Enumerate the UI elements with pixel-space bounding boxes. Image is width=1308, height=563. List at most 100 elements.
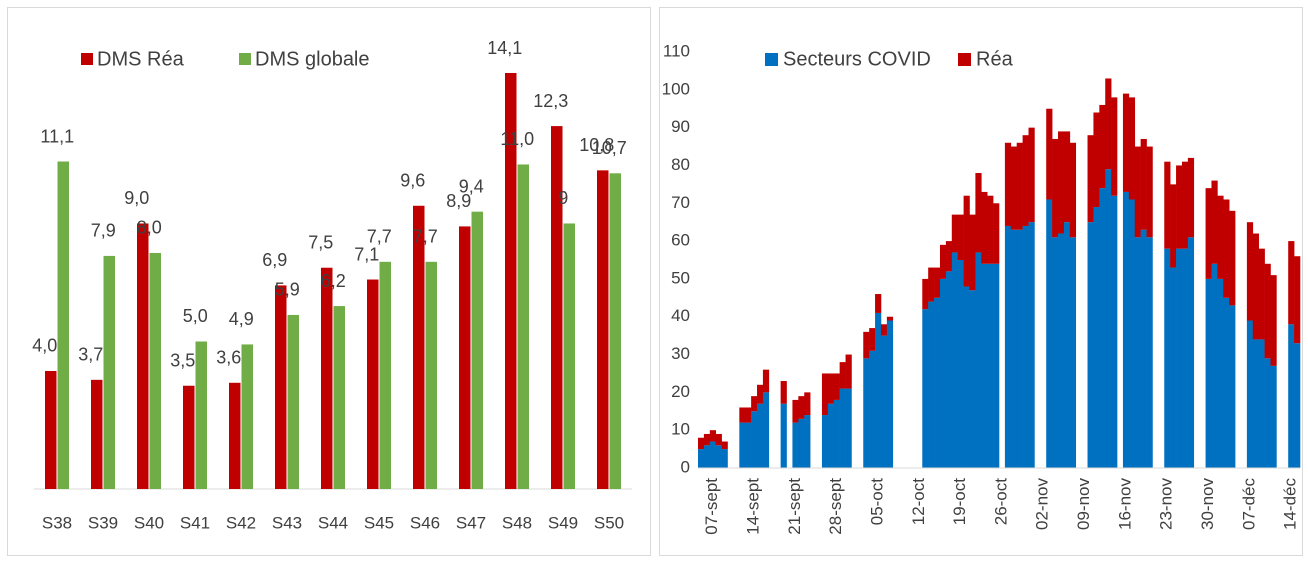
bar-segment — [1122, 93, 1130, 192]
x-tick-label: 09-nov — [1074, 478, 1093, 530]
bar-segment — [1004, 225, 1012, 468]
x-tick-label: 14-sept — [744, 478, 763, 535]
bar-segment — [1294, 343, 1301, 468]
bar-segment — [875, 294, 882, 313]
bar — [517, 164, 529, 489]
bar-segment — [922, 309, 929, 468]
bar-segment — [1164, 161, 1171, 249]
data-label: 7,9 — [91, 221, 116, 241]
data-label: 7,5 — [308, 232, 333, 252]
bar-segment — [1093, 112, 1100, 208]
bar-segment — [975, 173, 982, 253]
bar-segment — [1217, 278, 1224, 468]
bar — [287, 314, 299, 489]
bar-segment — [1205, 188, 1212, 279]
bar-segment — [880, 335, 888, 468]
bar-segment — [1052, 138, 1059, 238]
bar-segment — [739, 422, 746, 468]
bar-segment — [863, 331, 870, 359]
bar-segment — [745, 422, 752, 468]
data-label: 7,1 — [354, 244, 379, 264]
bar-segment — [969, 214, 976, 291]
bar-segment — [715, 445, 722, 468]
bar-segment — [963, 195, 970, 287]
bar-segment — [709, 441, 717, 468]
bar-segment — [1105, 78, 1112, 170]
bar-segment — [1058, 131, 1065, 234]
bar-segment — [1004, 142, 1012, 226]
bar-segment — [1211, 180, 1218, 264]
y-tick-label: 10 — [671, 420, 690, 439]
bar-segment — [1134, 237, 1141, 468]
bar-segment — [1016, 229, 1023, 468]
bar-segment — [939, 244, 947, 279]
legend-label: DMS Réa — [97, 48, 185, 70]
bar-segment — [951, 252, 958, 468]
bar-segment — [928, 267, 935, 302]
bar-segment — [845, 388, 852, 468]
x-tick-label: 16-nov — [1115, 478, 1134, 530]
bar-segment — [1111, 97, 1118, 196]
bar-segment — [993, 203, 1000, 264]
bar — [103, 255, 115, 489]
x-tick-label: 05-oct — [867, 478, 886, 526]
bar-segment — [1046, 108, 1053, 200]
x-tick-label: 23-nov — [1157, 478, 1176, 530]
bar-segment — [1016, 142, 1023, 230]
bar-segment — [1181, 161, 1189, 249]
bar-segment — [1264, 358, 1271, 468]
bar-segment — [869, 350, 876, 468]
bar-segment — [981, 263, 988, 468]
bar-segment — [1063, 222, 1071, 468]
bar-segment — [1223, 199, 1230, 298]
bar-segment — [745, 407, 752, 423]
x-tick-label: 02-nov — [1033, 478, 1052, 530]
bar-segment — [928, 301, 935, 468]
bar-segment — [987, 263, 994, 468]
data-label: 5,9 — [275, 280, 300, 300]
bar-segment — [839, 388, 846, 468]
bar-segment — [963, 286, 970, 468]
bar-segment — [1252, 233, 1259, 340]
data-label: 3,6 — [216, 348, 241, 368]
y-tick-label: 0 — [681, 457, 690, 476]
bar-segment — [1229, 305, 1236, 468]
bar-segment — [934, 267, 941, 298]
bar-segment — [1205, 278, 1212, 468]
bar-segment — [1028, 222, 1035, 468]
bar — [275, 285, 287, 489]
bar — [551, 126, 563, 489]
data-label: 12,3 — [533, 91, 568, 111]
y-tick-label: 80 — [671, 155, 690, 174]
bar-segment — [798, 418, 805, 468]
bar-segment — [698, 437, 705, 450]
bar-segment — [757, 384, 764, 404]
x-tick-label: 12-oct — [909, 478, 928, 526]
bar-segment — [975, 252, 982, 468]
bar-segment — [880, 324, 888, 336]
data-label: 9,6 — [400, 171, 425, 191]
bar-segment — [886, 316, 894, 321]
bar-segment — [1128, 97, 1136, 200]
bar-segment — [827, 403, 835, 468]
bar-segment — [1128, 199, 1136, 468]
bar-segment — [739, 407, 746, 423]
bar-segment — [987, 195, 994, 264]
bar-segment — [827, 373, 835, 404]
legend-swatch — [958, 53, 971, 66]
bar-segment — [703, 445, 711, 468]
legend-swatch — [765, 53, 778, 66]
data-label: 3,5 — [170, 350, 195, 370]
y-tick-label: 90 — [671, 117, 690, 136]
bar-segment — [1010, 146, 1018, 230]
bar — [609, 173, 621, 489]
data-label: 4,0 — [32, 336, 57, 356]
bar — [471, 211, 483, 489]
data-label: 7,7 — [413, 227, 438, 247]
y-tick-label: 30 — [671, 344, 690, 363]
bar-segment — [1252, 339, 1259, 468]
bar-segment — [1246, 320, 1254, 468]
bar-segment — [1229, 210, 1236, 306]
bar-segment — [1294, 256, 1301, 344]
x-tick-label: S40 — [134, 513, 164, 532]
